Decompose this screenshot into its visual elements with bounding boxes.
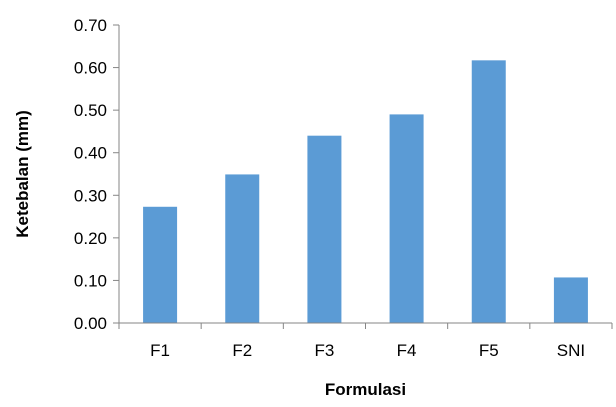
y-tick-label: 0.40 [74,144,107,163]
bar-f2 [225,174,260,323]
bar-f4 [389,114,424,324]
bars [143,60,588,324]
y-tick-label: 0.10 [74,271,107,290]
x-tick-label: F3 [314,341,334,360]
y-tick-label: 0.30 [74,186,107,205]
x-axis-ticks: F1 F2 F3 F4 F5 SNI [118,323,613,360]
x-axis-title: Formulasi [325,380,406,399]
y-tick-label: 0.60 [74,59,107,78]
y-axis-title: Ketebalan (mm) [13,110,32,238]
bar-f1 [143,206,178,323]
bar-f5 [471,60,506,323]
y-axis-ticks: 0.00 0.10 0.20 0.30 0.40 0.50 0.60 0.70 [74,16,119,333]
y-tick-label: 0.70 [74,16,107,35]
x-tick-label: F1 [150,341,170,360]
bar-sni [553,277,588,323]
x-tick-label: F2 [232,341,252,360]
y-tick-label: 0.50 [74,101,107,120]
x-tick-label: SNI [557,341,585,360]
y-tick-label: 0.20 [74,229,107,248]
bar-f3 [307,135,342,323]
y-tick-label: 0.00 [74,314,107,333]
x-tick-label: F4 [397,341,417,360]
x-tick-label: F5 [479,341,499,360]
